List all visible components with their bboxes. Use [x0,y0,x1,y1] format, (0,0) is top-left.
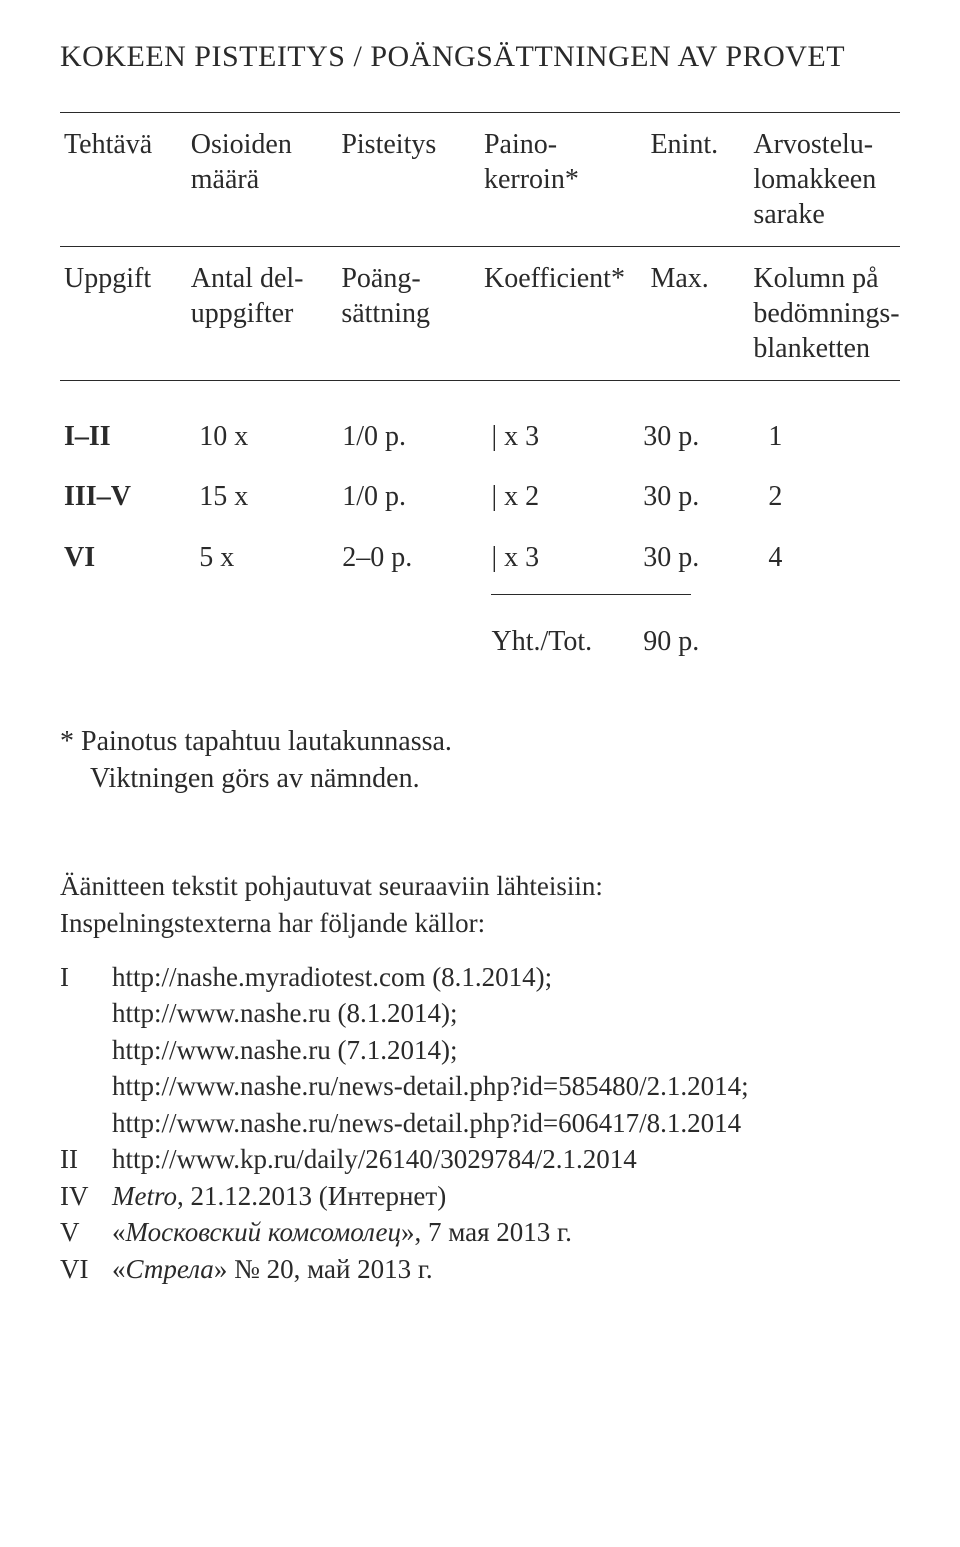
cell-coeff: | x 3 [469,528,639,588]
header-row-sv: Uppgift Antal del-uppgifter Poäng-sättni… [60,247,900,380]
footnote-block: * Painotus tapahtuu lautakunnassa. Viktn… [60,723,900,799]
cell-parts: 10 x [177,407,332,467]
cell-parts: 15 x [177,467,332,527]
source-body: Metro, 21.12.2013 (Интернет) [112,1178,900,1214]
cell-parts: 5 x [177,528,332,588]
sources-intro-fi: Äänitteen tekstit pohjautuvat seuraaviin… [60,868,900,904]
source-tag: I [60,959,112,1141]
hdr-fi-col: Arvostelu-lomakkeensarake [749,113,900,246]
hdr-sv-coeff: Koefficient* [480,247,646,380]
hdr-fi-score: Pisteitys [337,113,480,246]
cell-max: 30 p. [639,467,734,527]
source-body: http://www.kp.ru/daily/26140/3029784/2.1… [112,1141,900,1177]
source-body: http://nashe.myradiotest.com (8.1.2014);… [112,959,900,1141]
source-body: «Московский комсомолец», 7 мая 2013 г. [112,1214,900,1250]
header-row-fi: Tehtävä Osioidenmäärä Pisteitys Paino-ke… [60,113,900,246]
source-item: VI«Стрела» № 20, май 2013 г. [60,1251,900,1287]
total-rule-row [60,588,900,612]
source-tag: VI [60,1251,112,1287]
cell-coeff: | x 3 [469,407,639,467]
cell-coeff: | x 2 [469,467,639,527]
rule-mid2 [60,380,900,381]
source-item: Ihttp://nashe.myradiotest.com (8.1.2014)… [60,959,900,1141]
hdr-sv-col: Kolumn påbedömnings-blanketten [749,247,900,380]
total-label: Yht./Tot. [469,612,639,672]
data-table: I–II 10 x 1/0 p. | x 3 30 p. 1 III–V 15 … [60,407,900,673]
total-row: Yht./Tot. 90 p. [60,612,900,672]
sources-block: Äänitteen tekstit pohjautuvat seuraaviin… [60,868,900,1287]
cell-max: 30 p. [639,407,734,467]
cell-score: 1/0 p. [332,467,469,527]
cell-col: 4 [734,528,900,588]
cell-task: VI [60,528,177,588]
cell-score: 1/0 p. [332,407,469,467]
source-tag: V [60,1214,112,1250]
header-table: Tehtävä Osioidenmäärä Pisteitys Paino-ke… [60,113,900,246]
cell-task: I–II [60,407,177,467]
source-tag: IV [60,1178,112,1214]
page-title: KOKEEN PISTEITYS / POÄNGSÄTTNINGEN AV PR… [60,40,900,74]
source-item: V«Московский комсомолец», 7 мая 2013 г. [60,1214,900,1250]
hdr-sv-parts: Antal del-uppgifter [187,247,338,380]
table-row: III–V 15 x 1/0 p. | x 2 30 p. 2 [60,467,900,527]
source-body: «Стрела» № 20, май 2013 г. [112,1251,900,1287]
cell-score: 2–0 p. [332,528,469,588]
cell-col: 1 [734,407,900,467]
cell-max: 30 p. [639,528,734,588]
table-row: I–II 10 x 1/0 p. | x 3 30 p. 1 [60,407,900,467]
hdr-sv-task: Uppgift [60,247,187,380]
total-value: 90 p. [639,612,734,672]
sources-list: Ihttp://nashe.myradiotest.com (8.1.2014)… [60,959,900,1287]
header-table-sv: Uppgift Antal del-uppgifter Poäng-sättni… [60,247,900,380]
cell-task: III–V [60,467,177,527]
source-tag: II [60,1141,112,1177]
rule-total [491,594,691,595]
footnote-line-1: * Painotus tapahtuu lautakunnassa. [60,723,900,761]
sources-intro-sv: Inspelningstexterna har följande källor: [60,905,900,941]
table-row: VI 5 x 2–0 p. | x 3 30 p. 4 [60,528,900,588]
source-item: IVMetro, 21.12.2013 (Интернет) [60,1178,900,1214]
source-item: IIhttp://www.kp.ru/daily/26140/3029784/2… [60,1141,900,1177]
hdr-sv-score: Poäng-sättning [337,247,480,380]
cell-col: 2 [734,467,900,527]
hdr-fi-parts: Osioidenmäärä [187,113,338,246]
footnote-line-2: Viktningen görs av nämnden. [60,760,900,798]
hdr-fi-task: Tehtävä [60,113,187,246]
hdr-fi-max: Enint. [646,113,749,246]
hdr-fi-coeff: Paino-kerroin* [480,113,646,246]
hdr-sv-max: Max. [646,247,749,380]
